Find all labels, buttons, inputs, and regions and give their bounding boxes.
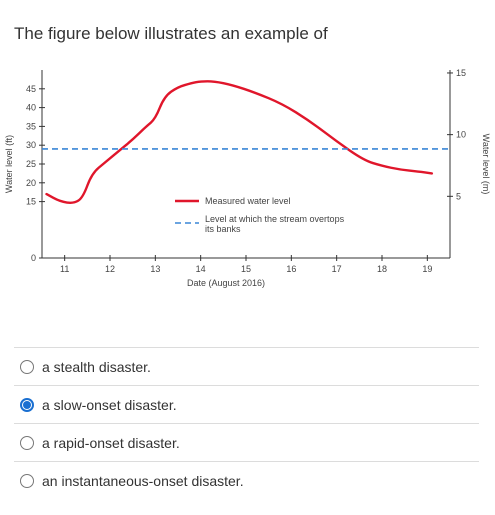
x-tick-label: 18 xyxy=(377,264,387,274)
x-tick-label: 12 xyxy=(105,264,115,274)
y-tick-label-right: 15 xyxy=(456,68,466,78)
question-text: The figure below illustrates an example … xyxy=(14,24,328,43)
answer-options: a stealth disaster. a slow-onset disaste… xyxy=(14,347,479,499)
y-tick-label-right: 10 xyxy=(456,130,466,140)
x-tick-label: 13 xyxy=(150,264,160,274)
legend-label-measured: Measured water level xyxy=(205,196,291,206)
legend-label-overtop-line2: its banks xyxy=(205,224,241,234)
y-axis-title-right: Water level (m) xyxy=(481,134,491,195)
option-stealth[interactable]: a stealth disaster. xyxy=(14,347,479,385)
radio-button[interactable] xyxy=(20,359,34,374)
y-tick-label-left: 30 xyxy=(26,140,36,150)
option-label: a slow-onset disaster. xyxy=(42,396,177,413)
option-label: a rapid-onset disaster. xyxy=(42,434,180,451)
x-axis-title: Date (August 2016) xyxy=(187,278,265,288)
y-tick-label-left: 35 xyxy=(26,121,36,131)
option-label: an instantaneous-onset disaster. xyxy=(42,472,244,489)
measured-water-level-line xyxy=(45,80,434,204)
x-tick-label: 14 xyxy=(196,264,206,274)
y-tick-label-left: 20 xyxy=(26,178,36,188)
option-instantaneous-onset[interactable]: an instantaneous-onset disaster. xyxy=(14,461,479,499)
y-tick-label-left: 45 xyxy=(26,84,36,94)
option-label: a stealth disaster. xyxy=(42,358,151,375)
y-tick-label-left: 15 xyxy=(26,197,36,207)
x-tick-label: 11 xyxy=(60,264,69,274)
radio-button[interactable] xyxy=(20,397,34,412)
option-rapid-onset[interactable]: a rapid-onset disaster. xyxy=(14,423,479,461)
water-level-chart: 0 15 20 25 30 35 40 45 5 10 15 11 12 13 14 15 16 17 18 19 Da… xyxy=(4,68,491,288)
y-tick-label-left: 25 xyxy=(26,159,36,169)
x-tick-label: 16 xyxy=(286,264,296,274)
radio-button[interactable] xyxy=(20,473,34,488)
legend-label-overtop-line1: Level at which the stream overtops xyxy=(205,214,345,224)
y-tick-label-left: 40 xyxy=(26,103,36,113)
radio-button[interactable] xyxy=(20,435,34,450)
x-tick-label: 17 xyxy=(332,264,342,274)
option-slow-onset[interactable]: a slow-onset disaster. xyxy=(14,385,479,423)
x-tick-label: 19 xyxy=(422,264,432,274)
x-tick-label: 15 xyxy=(241,264,251,274)
y-axis-title-left: Water level (ft) xyxy=(4,135,14,193)
y-tick-label-left: 0 xyxy=(31,253,36,263)
y-tick-label-right: 5 xyxy=(456,191,461,201)
